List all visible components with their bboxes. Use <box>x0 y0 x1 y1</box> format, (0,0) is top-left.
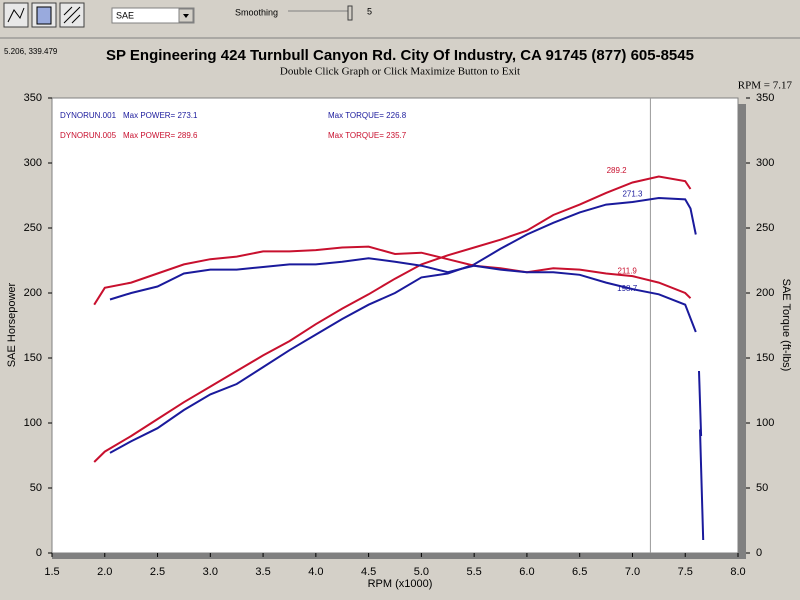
x-tick-label: 7.0 <box>625 566 640 578</box>
chart-subtitle: Double Click Graph or Click Maximize But… <box>280 66 520 78</box>
x-tick-label: 6.0 <box>519 566 534 578</box>
icon-glyph <box>7 7 25 23</box>
legend-torque: Max TORQUE= 235.7 <box>328 131 407 140</box>
data-label: 271.3 <box>622 189 643 198</box>
icon-glyph <box>63 6 81 24</box>
x-tick-label: 3.0 <box>203 566 218 578</box>
series-line <box>93 245 692 306</box>
icon-button[interactable] <box>3 2 29 28</box>
y2-tick-label: 250 <box>756 222 774 234</box>
legend-run: DYNORUN.005 <box>60 131 117 140</box>
legend-torque: Max TORQUE= 226.8 <box>328 111 407 120</box>
dropdown-arrow <box>183 14 189 18</box>
series-line <box>698 370 705 541</box>
x-axis-label: RPM (x1000) <box>368 578 433 590</box>
y2-axis-label: SAE Torque (ft-lbs) <box>780 279 792 372</box>
x-tick-label: 5.0 <box>414 566 429 578</box>
series-line <box>93 175 692 463</box>
y-tick-label: 250 <box>24 222 42 234</box>
y2-tick-label: 200 <box>756 287 774 299</box>
unit-value: SAE <box>116 10 134 20</box>
y-tick-label: 300 <box>24 157 42 169</box>
y-tick-label: 100 <box>24 417 42 429</box>
smoothing-value: 5 <box>367 6 372 16</box>
y-axis-label: SAE Horsepower <box>6 282 18 367</box>
unit-dropdown[interactable] <box>111 7 195 24</box>
y2-tick-label: 0 <box>756 547 762 559</box>
x-tick-label: 1.5 <box>44 566 59 578</box>
data-label: 289.2 <box>607 166 628 175</box>
x-tick-label: 2.5 <box>150 566 165 578</box>
y-tick-label: 0 <box>36 547 42 559</box>
legend-run: DYNORUN.001 <box>60 111 117 120</box>
plot-shadow <box>52 553 746 559</box>
toolbar-icons <box>3 2 85 28</box>
y2-tick-label: 50 <box>756 482 768 494</box>
x-tick-label: 6.5 <box>572 566 587 578</box>
x-tick-label: 5.5 <box>467 566 482 578</box>
smoothing-label: Smoothing <box>235 7 278 17</box>
y-tick-label: 50 <box>30 482 42 494</box>
y2-tick-label: 300 <box>756 157 774 169</box>
legend-power: Max POWER= 289.6 <box>123 131 198 140</box>
cursor-coords: 5.206, 339.479 <box>4 47 58 56</box>
slider-thumb[interactable] <box>347 5 353 21</box>
series-line <box>109 196 697 454</box>
cursor-label: RPM = 7.17 <box>738 80 793 92</box>
plot-area <box>51 97 739 554</box>
series-line <box>109 257 697 333</box>
icon-glyph <box>36 6 52 25</box>
x-tick-label: 2.0 <box>97 566 112 578</box>
x-tick-label: 8.0 <box>730 566 745 578</box>
x-tick-label: 4.0 <box>308 566 323 578</box>
data-label: 198.7 <box>617 284 638 293</box>
x-tick-label: 3.5 <box>255 566 270 578</box>
y2-tick-label: 350 <box>756 92 774 104</box>
legend-power: Max POWER= 273.1 <box>123 111 198 120</box>
y-tick-label: 350 <box>24 92 42 104</box>
chart-title: SP Engineering 424 Turnbull Canyon Rd. C… <box>106 47 694 64</box>
data-label: 211.9 <box>617 267 637 276</box>
y-tick-label: 150 <box>24 352 42 364</box>
plot-shadow <box>738 104 746 559</box>
y-tick-label: 200 <box>24 287 42 299</box>
x-tick-label: 4.5 <box>361 566 376 578</box>
y2-tick-label: 100 <box>756 417 774 429</box>
y2-tick-label: 150 <box>756 352 774 364</box>
x-tick-label: 7.5 <box>678 566 693 578</box>
